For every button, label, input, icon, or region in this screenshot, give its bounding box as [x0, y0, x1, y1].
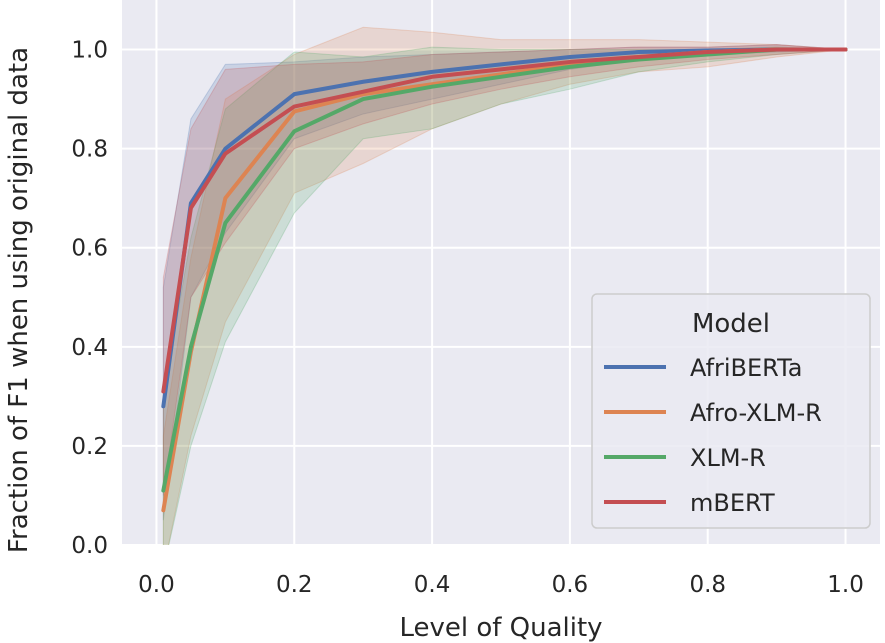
- legend-label: AfriBERTa: [690, 354, 803, 382]
- legend-title: Model: [692, 309, 770, 339]
- confidence-band-mbert: [162, 44, 846, 496]
- series-line-mbert: [161, 47, 848, 394]
- grid: [122, 0, 880, 546]
- x-tick-labels: 0.0 0.2 0.4 0.6 0.8 1.0: [138, 572, 864, 598]
- x-tick-label: 0.8: [689, 572, 726, 598]
- x-axis-label: Level of Quality: [399, 613, 602, 643]
- x-tick-label: 1.0: [827, 572, 864, 598]
- confidence-bands: [162, 26, 846, 545]
- legend-box: [591, 293, 871, 529]
- x-tick-label: 0.0: [138, 572, 175, 598]
- legend-items: AfriBERTa Afro-XLM-R XLM-R mBERT: [604, 354, 822, 517]
- legend-label: mBERT: [690, 489, 775, 517]
- legend-label: Afro-XLM-R: [690, 399, 822, 427]
- series-line-xlm-r: [161, 47, 848, 493]
- legend-label: XLM-R: [690, 444, 766, 472]
- y-tick-label: 0.2: [71, 434, 108, 460]
- x-tick-label: 0.4: [414, 572, 451, 598]
- x-tick-label: 0.6: [552, 572, 589, 598]
- y-axis-label: Fraction of F1 when using original data: [4, 47, 34, 553]
- x-tick-label: 0.2: [276, 572, 313, 598]
- confidence-band-xlm-r: [162, 46, 846, 545]
- legend: Model AfriBERTa Afro-XLM-R XLM-R mBERT: [591, 293, 871, 529]
- y-tick-label: 0.0: [71, 533, 108, 559]
- y-tick-label: 0.6: [71, 236, 108, 262]
- y-tick-label: 1.0: [71, 38, 108, 64]
- confidence-band-afro-xlm-r: [162, 26, 846, 545]
- y-tick-label: 0.4: [71, 335, 108, 361]
- series-lines: [161, 47, 848, 513]
- y-tick-label: 0.8: [71, 137, 108, 163]
- y-tick-labels: 0.0 0.2 0.4 0.6 0.8 1.0: [71, 38, 108, 559]
